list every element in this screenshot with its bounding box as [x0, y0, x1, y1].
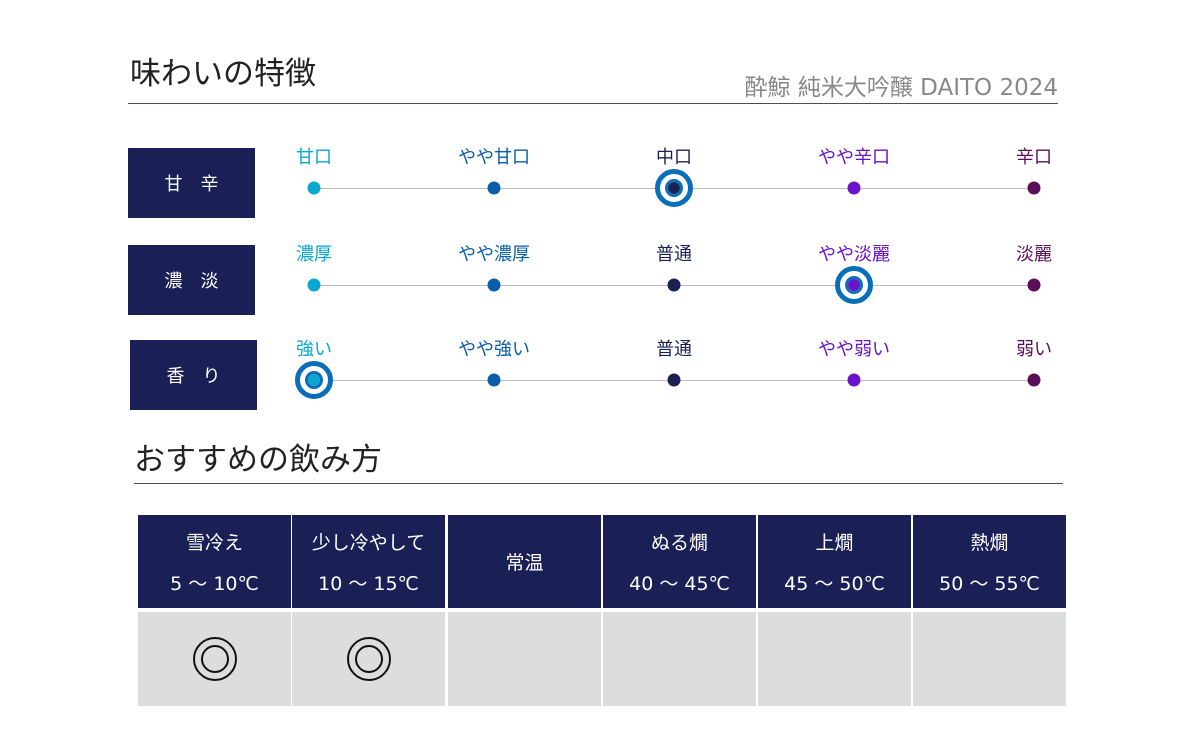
serving-cell: [448, 612, 601, 706]
serving-name: ぬる燗: [650, 531, 708, 554]
taste-row-label: 甘辛: [128, 148, 255, 218]
serving-name: 雪冷え: [185, 531, 243, 554]
double-circle-icon: [192, 637, 237, 681]
serving-header: 上燗 45 ～ 50℃: [758, 515, 911, 608]
serving-temp: 5 ～ 10℃: [170, 572, 259, 595]
scale-label: 淡麗: [1016, 244, 1052, 265]
serving-name: 常温: [505, 552, 544, 574]
scale-label: 弱い: [1016, 339, 1052, 360]
serving-cell: [138, 612, 291, 706]
serving-header: 少し冷やして 10 ～ 15℃: [292, 515, 445, 608]
scale-point: [667, 278, 681, 292]
serving-temp: 40 ～ 45℃: [629, 572, 730, 595]
scale-label: やや甘口: [458, 147, 530, 168]
scale-label: やや強い: [458, 339, 530, 360]
serving-header: 熱燗 50 ～ 55℃: [913, 515, 1066, 608]
serving-header: 常温: [448, 515, 601, 608]
scale-point: [1027, 373, 1041, 387]
serving-cell: [292, 612, 445, 706]
scale-point: [308, 374, 320, 386]
scale-label: やや辛口: [818, 147, 890, 168]
serving-temp: 10 ～ 15℃: [318, 572, 419, 595]
scale-label: 中口: [656, 147, 692, 168]
taste-row-label: 濃淡: [128, 245, 255, 315]
scale-point: [668, 182, 680, 194]
scale-label: 辛口: [1016, 147, 1052, 168]
serving-cell: [603, 612, 756, 706]
serving-cell: [758, 612, 911, 706]
scale-label: やや濃厚: [458, 244, 530, 265]
serving-name: 少し冷やして: [311, 531, 426, 554]
scale-label: やや弱い: [818, 339, 890, 360]
scale-point: [487, 373, 501, 387]
scale-point: [667, 373, 681, 387]
scale-point: [1027, 278, 1041, 292]
selected-marker: [295, 361, 333, 399]
serving-temp: 45 ～ 50℃: [784, 572, 885, 595]
scale-label: 普通: [656, 339, 692, 360]
serving-header: 雪冷え 5 ～ 10℃: [138, 515, 291, 608]
selected-marker: [835, 266, 873, 304]
serving-title: おすすめの飲み方: [134, 442, 382, 478]
scale-label: 濃厚: [296, 244, 332, 265]
divider: [128, 103, 1058, 104]
serving-cell: [913, 612, 1066, 706]
scale-point: [487, 181, 501, 195]
serving-name: 熱燗: [970, 531, 1009, 554]
scale-point: [1027, 181, 1041, 195]
scale-point: [487, 278, 501, 292]
scale-point: [307, 181, 321, 195]
serving-header: ぬる燗 40 ～ 45℃: [603, 515, 756, 608]
product-name: 酔鯨 純米大吟醸 DAITO 2024: [744, 75, 1058, 101]
serving-temp: 50 ～ 55℃: [939, 572, 1040, 595]
selected-marker: [655, 169, 693, 207]
serving-name: 上燗: [815, 531, 854, 554]
divider: [134, 483, 1063, 484]
scale-point: [307, 278, 321, 292]
scale-label: やや淡麗: [818, 244, 890, 265]
taste-title: 味わいの特徴: [130, 56, 316, 92]
scale-point: [847, 373, 861, 387]
scale-label: 甘口: [296, 147, 332, 168]
double-circle-icon: [346, 637, 391, 681]
scale-label: 強い: [296, 339, 332, 360]
taste-row-label: 香り: [130, 340, 257, 410]
scale-point: [847, 181, 861, 195]
scale-point: [848, 279, 860, 291]
scale-label: 普通: [656, 244, 692, 265]
